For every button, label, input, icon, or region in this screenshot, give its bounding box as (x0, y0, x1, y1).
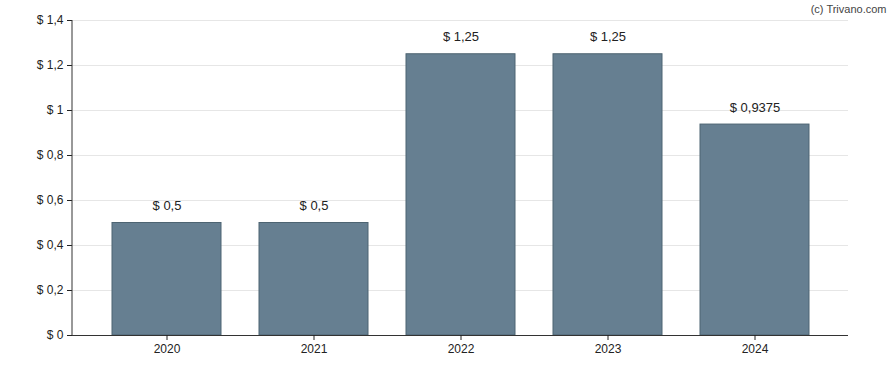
svg-text:2024: 2024 (742, 342, 769, 356)
svg-text:2022: 2022 (448, 342, 475, 356)
svg-text:$ 1: $ 1 (47, 103, 64, 117)
svg-text:$ 0,6: $ 0,6 (37, 193, 64, 207)
svg-text:$ 0,4: $ 0,4 (37, 238, 64, 252)
svg-text:$ 1,2: $ 1,2 (37, 58, 64, 72)
svg-text:2020: 2020 (154, 342, 181, 356)
svg-text:$ 0,9375: $ 0,9375 (730, 100, 781, 115)
svg-text:$ 0,8: $ 0,8 (37, 148, 64, 162)
svg-text:2021: 2021 (301, 342, 328, 356)
svg-text:$ 1,25: $ 1,25 (590, 29, 626, 44)
svg-text:2023: 2023 (595, 342, 622, 356)
svg-text:$ 0,2: $ 0,2 (37, 283, 64, 297)
svg-text:$ 0: $ 0 (47, 328, 64, 342)
svg-text:$ 1,4: $ 1,4 (37, 13, 64, 27)
svg-text:$ 0,5: $ 0,5 (300, 198, 329, 213)
svg-text:(c) Trivano.com: (c) Trivano.com (811, 3, 887, 15)
svg-text:$ 0,5: $ 0,5 (153, 198, 182, 213)
svg-text:$ 1,25: $ 1,25 (443, 29, 479, 44)
